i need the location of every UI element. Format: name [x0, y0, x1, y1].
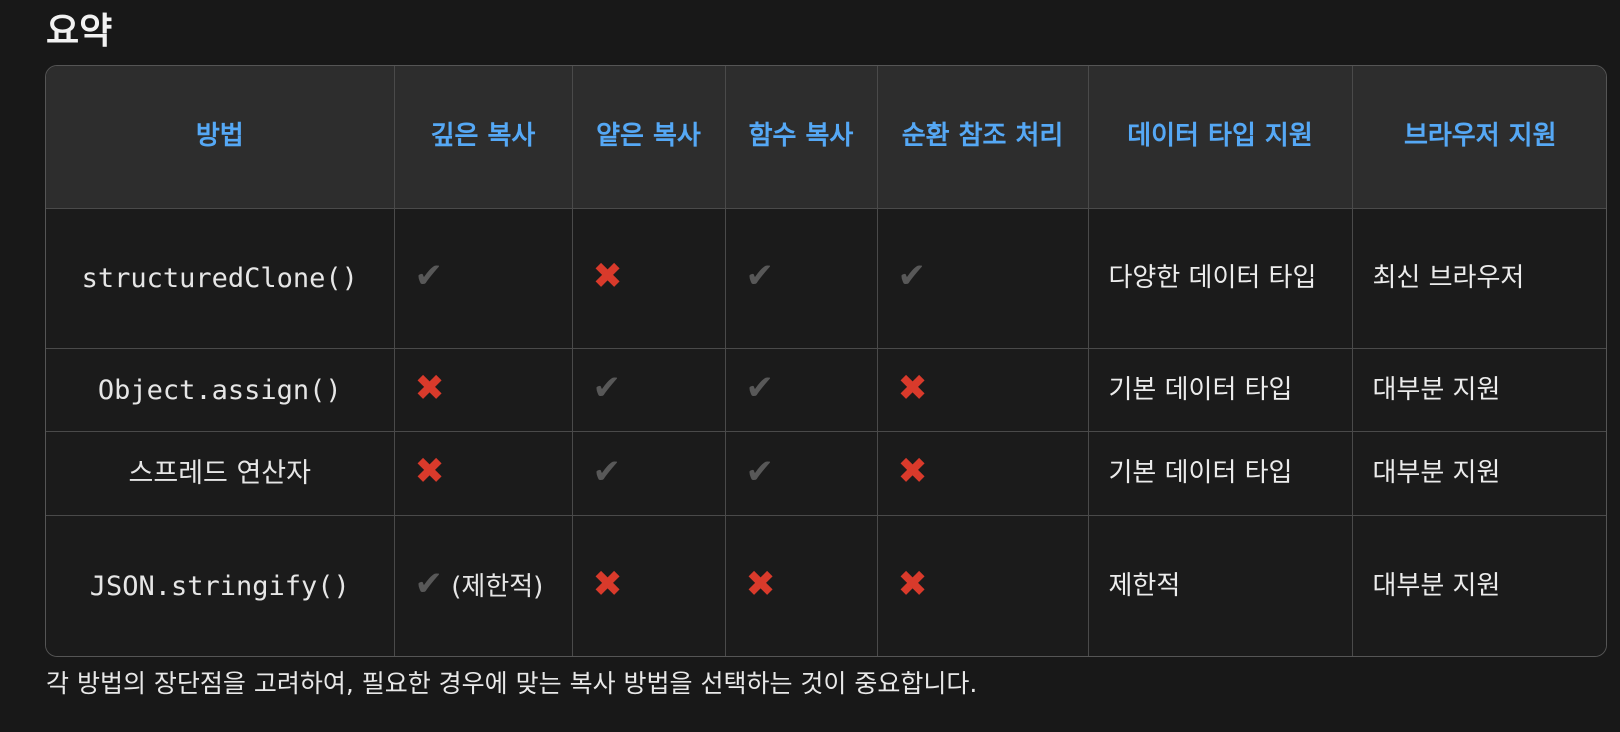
header-data-types: 데이터 타입 지원	[1087, 66, 1353, 209]
data-types-cell: 다양한 데이터 타입	[1087, 207, 1353, 349]
check-icon: ✔	[745, 368, 775, 409]
data-types-cell: 기본 데이터 타입	[1087, 431, 1353, 517]
cross-icon: ✖	[414, 367, 445, 409]
check-icon: ✔	[745, 451, 775, 492]
cross-icon: ✖	[897, 367, 928, 409]
function-copy-cell: ✔	[724, 347, 878, 433]
cross-icon: ✖	[745, 563, 776, 605]
circular-ref-cell: ✖	[876, 515, 1089, 656]
circular-ref-cell: ✖	[876, 347, 1089, 433]
browser-support-cell: 대부분 지원	[1351, 515, 1606, 656]
function-copy-cell: ✖	[724, 515, 878, 656]
table-header-row: 방법 깊은 복사 얕은 복사 함수 복사 순환 참조 처리 데이터 타입 지원 …	[46, 66, 1606, 209]
check-icon: ✔	[897, 256, 927, 297]
method-cell: structuredClone()	[46, 207, 395, 349]
header-function-copy: 함수 복사	[724, 66, 878, 209]
summary-text: 각 방법의 장단점을 고려하여, 필요한 경우에 맞는 복사 방법을 선택하는 …	[46, 669, 978, 698]
shallow-copy-cell: ✖	[571, 515, 726, 656]
cross-icon: ✖	[897, 451, 928, 493]
section-heading: 요약	[46, 11, 113, 52]
browser-support-cell: 최신 브라우저	[1351, 207, 1606, 349]
method-cell: JSON.stringify()	[46, 515, 395, 656]
deep-copy-cell: ✖	[393, 347, 573, 433]
header-shallow-copy: 얕은 복사	[571, 66, 726, 209]
cross-icon: ✖	[592, 563, 623, 605]
browser-support-cell: 대부분 지원	[1351, 347, 1606, 433]
circular-ref-cell: ✔	[876, 207, 1089, 349]
deep-copy-note: (제한적)	[451, 572, 544, 603]
header-browser-support: 브라우저 지원	[1351, 66, 1606, 209]
check-icon: ✔	[414, 256, 444, 297]
browser-support-cell: 대부분 지원	[1351, 431, 1606, 517]
deep-copy-cell: ✔ (제한적)	[393, 515, 573, 656]
circular-ref-cell: ✖	[876, 431, 1089, 517]
shallow-copy-cell: ✔	[571, 431, 726, 517]
header-circular-ref: 순환 참조 처리	[876, 66, 1089, 209]
data-types-cell: 제한적	[1087, 515, 1353, 656]
deep-copy-cell: ✔	[393, 207, 573, 349]
function-copy-cell: ✔	[724, 431, 878, 517]
cross-icon: ✖	[897, 563, 928, 605]
header-method: 방법	[46, 66, 395, 209]
comparison-table: 방법 깊은 복사 얕은 복사 함수 복사 순환 참조 처리 데이터 타입 지원 …	[45, 65, 1607, 657]
shallow-copy-cell: ✖	[571, 207, 726, 349]
shallow-copy-cell: ✔	[571, 347, 726, 433]
method-cell: Object.assign()	[46, 347, 395, 433]
table-row: structuredClone() ✔ ✖ ✔ ✔ 다양한 데이터 타입 최신 …	[46, 207, 1606, 349]
table-row: JSON.stringify() ✔ (제한적) ✖ ✖ ✖ 제한적 대부분 지…	[46, 515, 1606, 656]
deep-copy-cell: ✖	[393, 431, 573, 517]
table-row: 스프레드 연산자 ✖ ✔ ✔ ✖ 기본 데이터 타입 대부분 지원	[46, 431, 1606, 517]
header-deep-copy: 깊은 복사	[393, 66, 573, 209]
cross-icon: ✖	[414, 451, 445, 493]
data-types-cell: 기본 데이터 타입	[1087, 347, 1353, 433]
method-cell: 스프레드 연산자	[46, 431, 395, 517]
check-icon: ✔	[592, 368, 622, 409]
cross-icon: ✖	[592, 255, 623, 297]
check-icon: ✔	[745, 256, 775, 297]
table-row: Object.assign() ✖ ✔ ✔ ✖ 기본 데이터 타입 대부분 지원	[46, 347, 1606, 433]
check-icon: ✔	[414, 564, 444, 605]
check-icon: ✔	[592, 451, 622, 492]
function-copy-cell: ✔	[724, 207, 878, 349]
